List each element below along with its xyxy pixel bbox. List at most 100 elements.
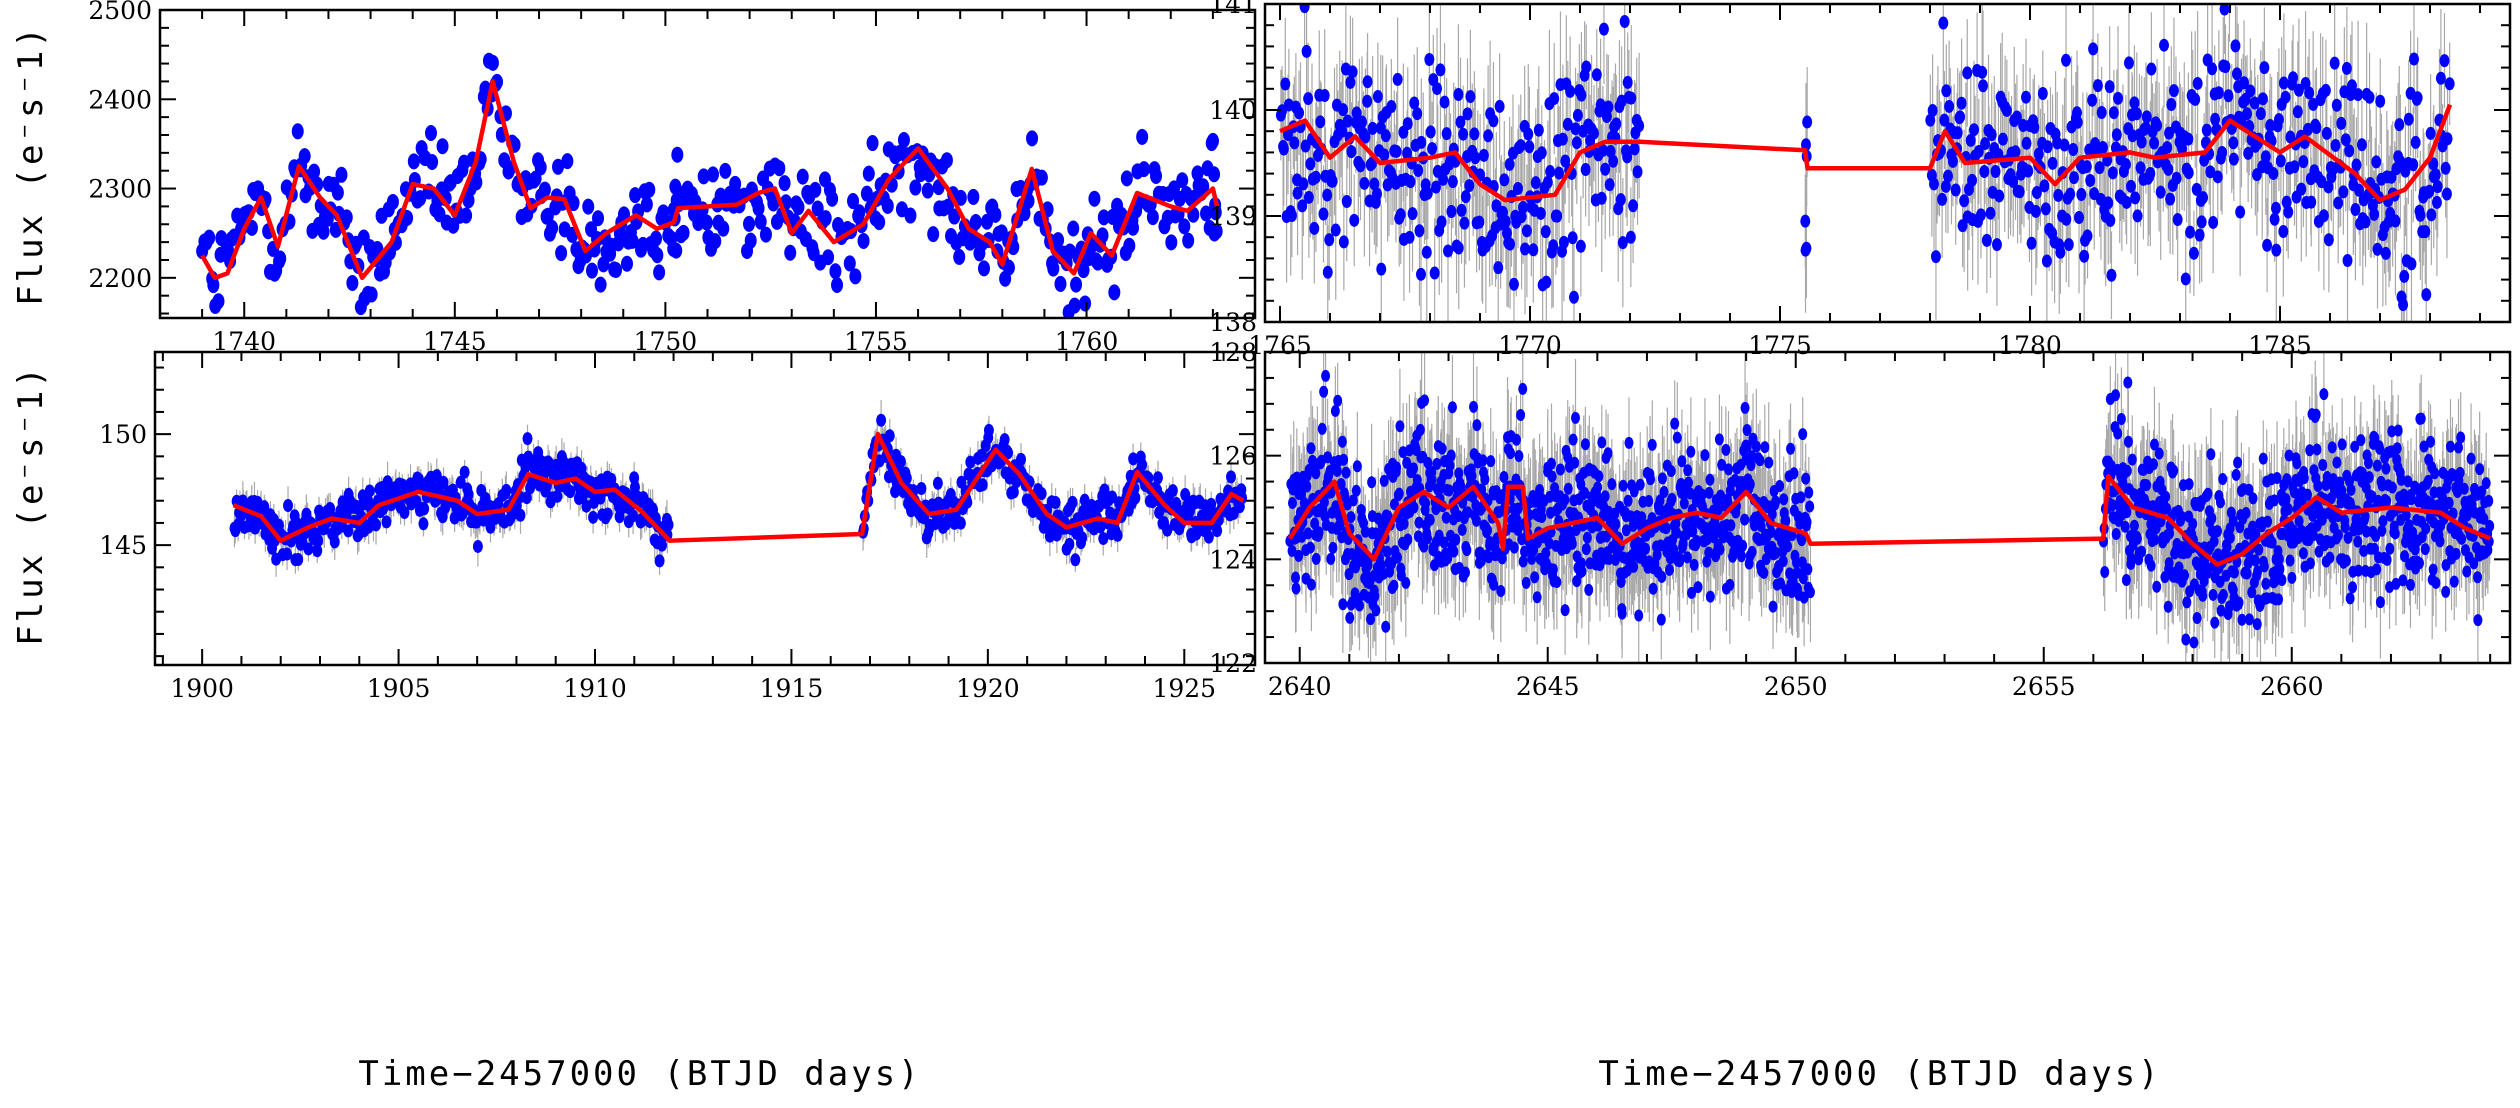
- data-point: [1523, 127, 1534, 141]
- data-point: [977, 449, 988, 463]
- data-point: [2130, 191, 2141, 205]
- data-point: [1603, 100, 1614, 114]
- data-point: [932, 476, 943, 490]
- data-point: [2398, 298, 2409, 312]
- data-point: [2230, 39, 2241, 53]
- data-point: [965, 455, 976, 469]
- data-point: [2068, 143, 2079, 157]
- data-point: [1306, 578, 1316, 591]
- data-point: [1287, 496, 1297, 509]
- data-point: [1128, 452, 1139, 466]
- data-point: [2074, 210, 2085, 224]
- data-point: [1305, 157, 1316, 171]
- data-point: [1409, 96, 1420, 110]
- data-point: [2408, 158, 2419, 172]
- data-point: [462, 192, 475, 209]
- data-point: [1323, 451, 1333, 464]
- data-point: [2440, 161, 2451, 175]
- data-point: [1456, 203, 1467, 217]
- data-point: [1280, 77, 1291, 91]
- data-point: [1165, 234, 1178, 251]
- data-point: [849, 268, 862, 285]
- data-point: [2268, 166, 2279, 180]
- data-point: [582, 198, 595, 215]
- data-point: [2131, 107, 2142, 121]
- data-point: [2424, 184, 2435, 198]
- data-point: [1965, 133, 1976, 147]
- data-point: [1333, 394, 1343, 407]
- data-point: [2338, 185, 2349, 199]
- data-point: [1469, 127, 1480, 141]
- data-point: [866, 135, 879, 152]
- data-points: [196, 52, 1223, 318]
- data-point: [282, 547, 293, 561]
- data-point: [1162, 523, 1173, 537]
- data-point: [2201, 123, 2212, 137]
- data-point: [904, 207, 917, 224]
- data-point: [274, 250, 287, 267]
- data-point: [1416, 135, 1427, 149]
- data-point: [1372, 187, 1383, 201]
- data-point: [283, 499, 294, 513]
- y-tick-label: 2500: [88, 0, 152, 25]
- data-point: [555, 245, 568, 262]
- data-point: [2304, 86, 2315, 100]
- data-point: [2380, 246, 2391, 260]
- data-point: [2228, 152, 2239, 166]
- data-point: [1515, 139, 1526, 153]
- data-point: [1310, 517, 1320, 530]
- data-point: [1367, 121, 1378, 135]
- data-point: [1391, 144, 1402, 158]
- data-point: [955, 516, 966, 530]
- data-point: [2372, 242, 2383, 256]
- data-point: [501, 483, 512, 497]
- data-point: [784, 244, 797, 261]
- data-point: [2308, 97, 2319, 111]
- data-point: [706, 166, 719, 183]
- data-point: [948, 208, 961, 225]
- data-point: [1414, 224, 1425, 238]
- data-point: [1127, 219, 1140, 236]
- data-point: [2183, 166, 2194, 180]
- data-point: [1535, 206, 1546, 220]
- data-point: [1576, 88, 1587, 102]
- data-point: [2350, 203, 2361, 217]
- data-point: [2001, 103, 2012, 117]
- data-point: [2217, 145, 2228, 159]
- data-point: [1311, 467, 1321, 480]
- data-point: [895, 455, 906, 469]
- data-point: [1402, 146, 1413, 160]
- data-point: [1512, 181, 1523, 195]
- data-point: [2231, 67, 2242, 81]
- data-point: [1322, 188, 1333, 202]
- data-point: [1352, 460, 1362, 473]
- data-point: [1438, 172, 1449, 186]
- data-point: [2061, 212, 2072, 226]
- data-point: [1286, 209, 1297, 223]
- data-point: [1930, 250, 1941, 264]
- data-point: [1572, 108, 1583, 122]
- data-point: [1050, 495, 1061, 509]
- data-point: [1346, 511, 1356, 524]
- data-point: [1404, 230, 1415, 244]
- data-point: [2213, 86, 2224, 100]
- data-point: [1567, 231, 1578, 245]
- data-point: [2341, 61, 2352, 75]
- data-point: [2129, 96, 2140, 110]
- data-point: [1070, 276, 1083, 293]
- data-point: [1146, 209, 1159, 226]
- data-point: [2165, 192, 2176, 206]
- plot-frame: [153, 350, 1257, 667]
- data-point: [1986, 128, 1997, 142]
- data-point: [2281, 195, 2292, 209]
- data-point: [561, 153, 574, 170]
- data-point: [2323, 180, 2334, 194]
- data-point: [759, 226, 772, 243]
- data-point: [1178, 218, 1191, 235]
- data-point: [2364, 90, 2375, 104]
- data-point: [2172, 213, 2183, 227]
- data-point: [1554, 166, 1565, 180]
- data-point: [2431, 195, 2442, 209]
- data-point: [2273, 113, 2284, 127]
- data-point: [2031, 186, 2042, 200]
